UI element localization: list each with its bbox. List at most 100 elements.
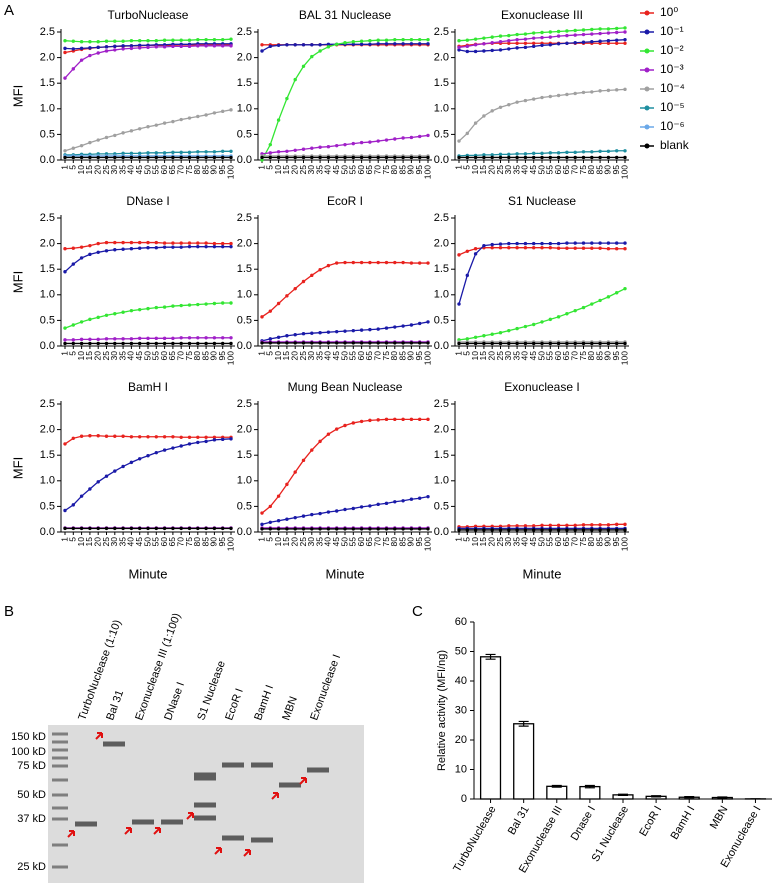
- data-point: [121, 526, 125, 531]
- data-point: [260, 155, 264, 160]
- data-point: [138, 246, 142, 250]
- chart-title: Exonuclease III: [501, 8, 583, 22]
- data-point: [204, 336, 208, 340]
- y-tick-label: 1.5: [434, 77, 449, 89]
- data-point: [498, 34, 503, 38]
- x-tick-label: 25: [298, 351, 308, 361]
- data-point: [482, 341, 486, 346]
- data-point: [507, 33, 511, 38]
- data-point: [548, 528, 552, 532]
- data-point: [171, 446, 175, 450]
- data-point: [96, 526, 100, 531]
- data-point: [171, 245, 175, 249]
- data-point: [532, 155, 536, 160]
- data-point: [351, 421, 355, 425]
- data-point: [457, 253, 461, 257]
- data-point: [623, 286, 627, 291]
- data-point: [71, 503, 76, 507]
- data-point: [401, 499, 405, 503]
- data-point: [573, 41, 577, 45]
- x-tick-label: 60: [553, 537, 563, 547]
- data-point: [540, 30, 544, 35]
- data-point: [565, 341, 569, 346]
- ladder-band: [52, 764, 68, 768]
- data-point: [581, 241, 586, 245]
- data-point: [162, 45, 167, 49]
- x-tick-label: 15: [84, 351, 94, 361]
- data-point: [490, 332, 494, 336]
- y-tick-label: 1.5: [40, 263, 55, 275]
- data-point: [318, 527, 322, 531]
- ladder-band: [52, 843, 68, 847]
- data-point: [285, 517, 289, 521]
- data-point: [121, 44, 125, 48]
- data-point: [146, 45, 150, 50]
- data-point: [498, 155, 503, 160]
- data-point: [335, 341, 339, 345]
- y-tick-label: 2.5: [434, 398, 449, 410]
- data-point: [96, 241, 100, 246]
- x-tick-label: 100: [225, 537, 235, 551]
- data-point: [409, 135, 414, 140]
- y-tick-label: 0.5: [434, 128, 449, 140]
- marker-label: 50 kD: [17, 789, 46, 801]
- data-point: [285, 155, 289, 160]
- data-point: [473, 155, 478, 160]
- data-point: [187, 435, 192, 439]
- data-point: [623, 528, 627, 532]
- data-point: [326, 432, 331, 436]
- x-tick-label: 45: [331, 351, 341, 361]
- data-point: [482, 243, 486, 248]
- y-tick-label: 20: [455, 734, 467, 746]
- data-point: [507, 152, 511, 157]
- x-tick-label: 80: [389, 351, 399, 361]
- x-tick-label: 15: [281, 537, 291, 547]
- x-tick-label: 80: [192, 351, 202, 361]
- data-point: [121, 310, 125, 314]
- data-point: [171, 435, 175, 439]
- data-point: [179, 241, 183, 245]
- data-point: [532, 524, 536, 528]
- data-point: [285, 341, 289, 345]
- data-point: [473, 335, 478, 339]
- data-point: [540, 341, 544, 346]
- data-point: [301, 64, 306, 69]
- x-tick-label: 75: [578, 165, 588, 175]
- x-tick-label: 30: [503, 165, 513, 175]
- x-tick-label: 10: [470, 537, 480, 547]
- data-point: [343, 155, 347, 160]
- data-point: [260, 315, 264, 319]
- panel-label: B: [4, 603, 14, 620]
- x-tick-label: 5: [462, 537, 472, 542]
- data-point: [426, 527, 430, 531]
- data-point: [418, 134, 422, 139]
- data-point: [260, 43, 264, 47]
- data-point: [268, 504, 272, 509]
- y-tick-label: 2.5: [40, 398, 55, 410]
- data-point: [540, 320, 544, 324]
- data-point: [171, 241, 175, 245]
- data-point: [229, 108, 233, 112]
- data-point: [260, 522, 264, 527]
- gel-band: [251, 762, 273, 768]
- data-point: [138, 155, 142, 160]
- data-point: [393, 500, 397, 504]
- data-point: [71, 436, 76, 441]
- chart-title: DNase I: [126, 194, 169, 208]
- data-point: [204, 435, 208, 439]
- data-point: [318, 330, 322, 335]
- legend-marker: [644, 124, 650, 130]
- data-point: [79, 46, 84, 51]
- data-point: [79, 245, 84, 249]
- data-point: [79, 256, 84, 260]
- data-point: [276, 301, 281, 306]
- data-point: [63, 338, 67, 342]
- data-point: [162, 241, 167, 245]
- lane-label: EcoR I: [223, 687, 246, 722]
- data-point: [540, 35, 544, 40]
- x-tick-label: 55: [545, 165, 555, 175]
- data-point: [615, 26, 619, 31]
- legend-marker: [644, 143, 650, 149]
- x-tick-label: 1: [453, 165, 463, 170]
- data-point: [221, 301, 225, 305]
